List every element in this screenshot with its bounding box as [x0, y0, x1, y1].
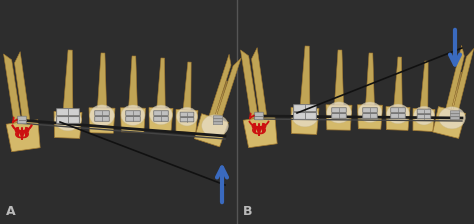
FancyBboxPatch shape — [417, 114, 431, 119]
FancyBboxPatch shape — [213, 122, 223, 125]
Polygon shape — [291, 108, 319, 134]
Polygon shape — [300, 46, 310, 108]
Ellipse shape — [55, 109, 82, 131]
Ellipse shape — [176, 107, 198, 126]
Polygon shape — [240, 50, 258, 119]
Polygon shape — [149, 108, 173, 131]
FancyBboxPatch shape — [154, 111, 168, 116]
Polygon shape — [120, 108, 146, 132]
FancyBboxPatch shape — [293, 105, 317, 112]
FancyBboxPatch shape — [417, 109, 431, 114]
FancyBboxPatch shape — [450, 111, 460, 114]
FancyBboxPatch shape — [56, 109, 80, 116]
Polygon shape — [89, 108, 115, 133]
Polygon shape — [194, 114, 228, 147]
Polygon shape — [453, 48, 474, 112]
Ellipse shape — [358, 102, 382, 122]
Ellipse shape — [90, 105, 114, 126]
FancyBboxPatch shape — [450, 114, 460, 117]
Ellipse shape — [327, 102, 351, 123]
Polygon shape — [335, 50, 344, 105]
Polygon shape — [183, 62, 191, 110]
FancyBboxPatch shape — [363, 114, 377, 118]
FancyBboxPatch shape — [213, 119, 223, 122]
FancyBboxPatch shape — [391, 108, 405, 112]
FancyBboxPatch shape — [332, 114, 346, 118]
Polygon shape — [446, 45, 464, 110]
FancyBboxPatch shape — [180, 112, 194, 116]
Polygon shape — [394, 57, 402, 107]
FancyBboxPatch shape — [126, 116, 140, 121]
Polygon shape — [63, 50, 73, 112]
Ellipse shape — [202, 115, 228, 137]
FancyBboxPatch shape — [95, 116, 109, 121]
FancyBboxPatch shape — [180, 117, 194, 122]
Polygon shape — [386, 107, 410, 130]
Polygon shape — [128, 56, 137, 108]
Ellipse shape — [413, 106, 435, 125]
Polygon shape — [214, 81, 228, 118]
Polygon shape — [6, 120, 40, 152]
Polygon shape — [420, 61, 428, 109]
Polygon shape — [209, 54, 231, 118]
Polygon shape — [252, 47, 267, 118]
FancyBboxPatch shape — [95, 111, 109, 116]
Polygon shape — [365, 53, 374, 105]
Polygon shape — [433, 107, 465, 138]
Polygon shape — [176, 110, 198, 132]
FancyBboxPatch shape — [293, 112, 317, 119]
Ellipse shape — [150, 105, 173, 125]
Ellipse shape — [121, 105, 145, 125]
Polygon shape — [3, 54, 21, 123]
Text: B: B — [243, 205, 253, 218]
Polygon shape — [216, 58, 241, 120]
FancyBboxPatch shape — [363, 108, 377, 112]
Text: A: A — [6, 205, 16, 218]
Polygon shape — [326, 105, 352, 130]
Polygon shape — [243, 116, 277, 148]
FancyBboxPatch shape — [450, 117, 460, 120]
FancyBboxPatch shape — [154, 116, 168, 121]
FancyBboxPatch shape — [332, 108, 346, 112]
Polygon shape — [15, 52, 30, 122]
Polygon shape — [98, 53, 107, 108]
Ellipse shape — [387, 104, 410, 124]
FancyBboxPatch shape — [126, 111, 140, 116]
FancyBboxPatch shape — [18, 116, 26, 124]
Polygon shape — [357, 105, 383, 129]
Ellipse shape — [439, 107, 465, 129]
FancyBboxPatch shape — [391, 114, 405, 118]
FancyBboxPatch shape — [56, 116, 80, 123]
Polygon shape — [157, 58, 165, 108]
Polygon shape — [413, 108, 435, 131]
FancyBboxPatch shape — [255, 112, 263, 120]
Polygon shape — [54, 112, 82, 138]
FancyBboxPatch shape — [213, 116, 223, 119]
Polygon shape — [451, 72, 462, 110]
Ellipse shape — [292, 105, 319, 127]
